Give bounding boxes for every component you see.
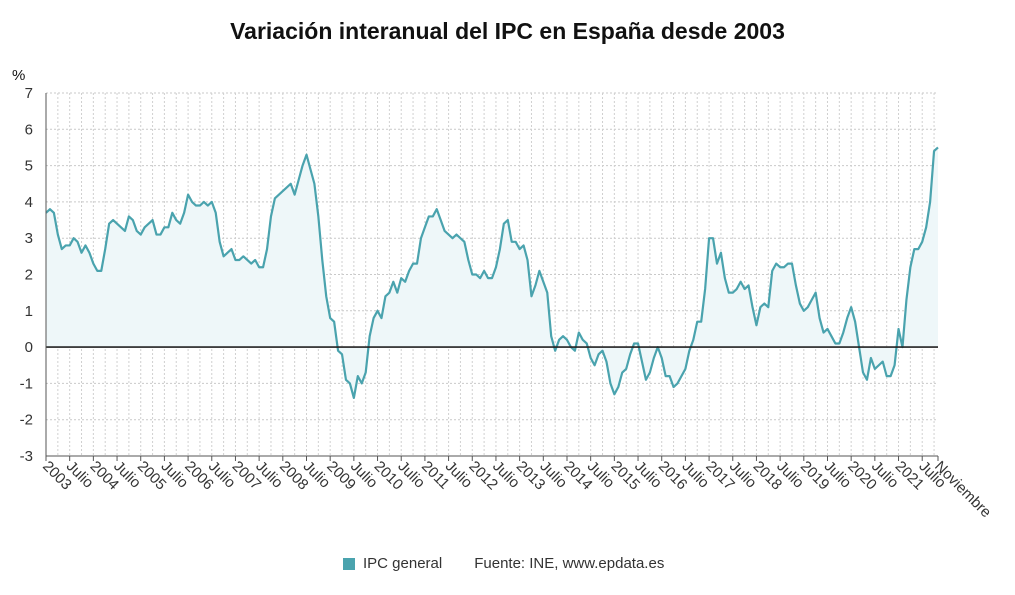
y-tick-label: 2 bbox=[25, 267, 33, 284]
line-layer bbox=[45, 146, 939, 400]
y-tick-label: -1 bbox=[20, 375, 33, 392]
series-area bbox=[46, 147, 938, 398]
series-line bbox=[45, 146, 939, 400]
area-layer bbox=[46, 147, 938, 398]
y-tick-label: 6 bbox=[25, 121, 33, 138]
y-tick-label: 5 bbox=[25, 158, 33, 175]
y-tick-label: 3 bbox=[25, 230, 33, 247]
legend-label: IPC general bbox=[363, 555, 443, 572]
y-tick-label: 0 bbox=[25, 339, 33, 356]
legend: IPC general Fuente: INE, www.epdata.es bbox=[343, 555, 664, 572]
y-tick-label: -2 bbox=[20, 412, 33, 429]
y-tick-label: 4 bbox=[25, 194, 33, 211]
y-axis-unit: % bbox=[12, 67, 25, 84]
x-tick-label: Noviembre bbox=[931, 458, 994, 521]
source-note: Fuente: INE, www.epdata.es bbox=[474, 555, 665, 572]
chart-title: Variación interanual del IPC en España d… bbox=[230, 18, 785, 44]
y-tick-label: -3 bbox=[20, 448, 33, 465]
y-tick-label: 1 bbox=[25, 303, 33, 320]
y-tick-label: 7 bbox=[25, 85, 33, 102]
legend-swatch bbox=[343, 557, 355, 570]
